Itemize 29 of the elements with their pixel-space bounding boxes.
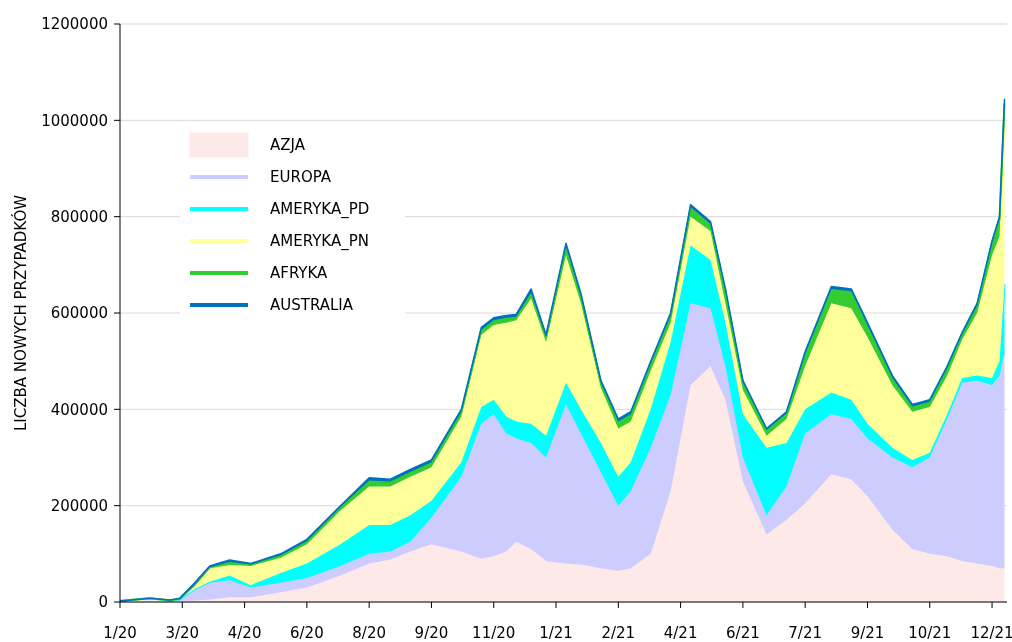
x-tick-label: 10/21 <box>908 624 952 642</box>
x-tick-label: 11/20 <box>472 624 516 642</box>
legend-label: AMERYKA_PD <box>270 200 370 220</box>
y-tick-label: 200000 <box>50 496 108 515</box>
x-tick-label: 4/21 <box>663 624 698 642</box>
x-tick-label: 9/20 <box>414 624 449 642</box>
legend-label: EUROPA <box>270 168 332 187</box>
x-tick-label: 4/20 <box>227 624 262 642</box>
legend-label: AMERYKA_PN <box>270 232 369 252</box>
y-tick-label: 1200000 <box>41 15 108 34</box>
x-tick-label: 6/20 <box>290 624 324 642</box>
x-tick-label: 1/21 <box>539 624 573 642</box>
x-tick-label: 2/21 <box>601 624 636 642</box>
x-tick-label: 8/20 <box>352 624 386 642</box>
y-tick-label: 600000 <box>50 304 108 323</box>
y-tick-label: 0 <box>98 593 108 612</box>
y-axis-title: LICZBA NOWYCH PRZYPADKÓW <box>11 194 30 432</box>
x-tick-label: 9/21 <box>850 624 885 642</box>
x-tick-label: 3/20 <box>165 624 200 642</box>
x-tick-label: 6/21 <box>726 624 760 642</box>
legend-label: AFRYKA <box>270 264 329 283</box>
y-tick-label: 1000000 <box>41 111 108 130</box>
x-tick-label: 12/21 <box>970 624 1012 642</box>
y-tick-label: 800000 <box>50 207 108 226</box>
y-tick-label: 400000 <box>50 400 108 419</box>
x-tick-label: 7/21 <box>788 624 823 642</box>
x-tick-label: 1/20 <box>103 624 137 642</box>
legend-label: AZJA <box>270 136 306 155</box>
legend-label: AUSTRALIA <box>270 296 354 315</box>
